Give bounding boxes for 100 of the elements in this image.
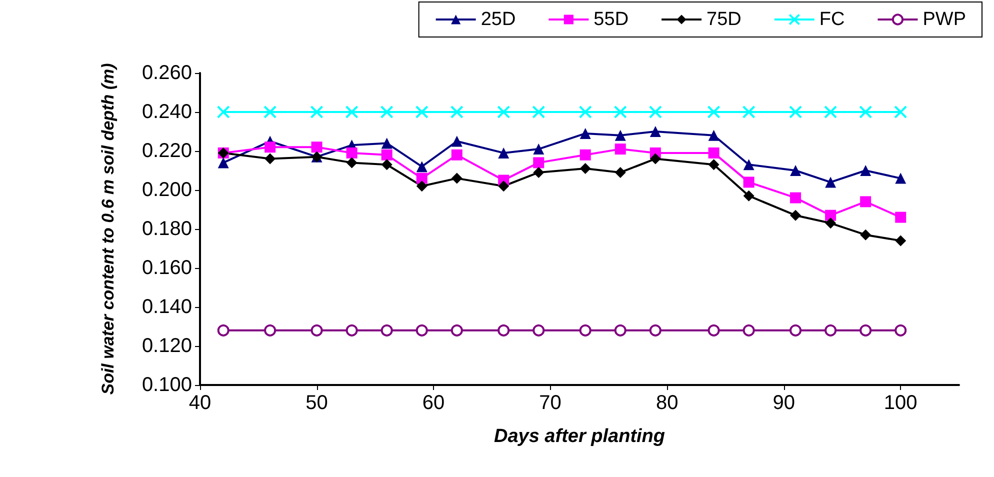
point [264, 142, 276, 153]
point [742, 106, 756, 118]
point [346, 147, 358, 158]
point [860, 229, 872, 240]
point [650, 153, 661, 164]
x-tick-label: 60 [422, 392, 445, 414]
y-tick-label: 0.120 [142, 335, 192, 357]
point [380, 106, 394, 118]
point [416, 161, 428, 172]
point [790, 324, 802, 336]
point [310, 106, 324, 118]
point [824, 324, 837, 336]
y-tick-label: 0.180 [142, 218, 192, 240]
y-tick-label: 0.140 [142, 296, 192, 318]
point [533, 157, 544, 168]
point [790, 192, 802, 204]
point [346, 157, 358, 168]
point [859, 106, 872, 118]
point [743, 159, 754, 170]
point [416, 180, 428, 192]
point [708, 130, 720, 141]
point [580, 163, 591, 174]
point [451, 149, 462, 160]
point [614, 106, 627, 118]
point [415, 106, 428, 118]
legend-label: 75D [706, 9, 742, 30]
point [708, 159, 720, 170]
point [381, 149, 392, 160]
point [649, 324, 662, 336]
point [614, 130, 626, 141]
point [614, 324, 626, 336]
point [264, 153, 276, 164]
point [533, 166, 544, 178]
point [345, 106, 358, 118]
point [614, 166, 626, 178]
point [825, 210, 836, 221]
point [894, 106, 908, 118]
y-tick-label: 0.260 [142, 62, 192, 84]
point [264, 324, 276, 336]
y-tick-label: 0.160 [142, 257, 192, 279]
point [860, 165, 872, 176]
point [533, 144, 544, 155]
point [894, 324, 907, 336]
point [825, 218, 836, 229]
x-tick-label: 100 [884, 392, 918, 414]
point [895, 172, 906, 184]
point [789, 106, 802, 118]
point [580, 149, 591, 160]
point [580, 128, 591, 139]
point [216, 106, 230, 118]
point [743, 176, 754, 188]
point [498, 324, 510, 336]
x-tick-label: 90 [772, 392, 795, 414]
legend-label: PWP [922, 9, 966, 30]
point [743, 190, 754, 202]
point [451, 172, 462, 184]
y-tick-label: 0.220 [142, 140, 192, 162]
point [790, 210, 802, 221]
legend-label: FC [819, 9, 845, 30]
point [790, 165, 802, 176]
y-tick-label: 0.240 [142, 101, 192, 123]
point [380, 324, 393, 336]
point [381, 159, 392, 170]
point [648, 106, 662, 118]
point [860, 196, 872, 208]
point [450, 324, 463, 336]
point [579, 324, 592, 336]
point [311, 142, 322, 153]
y-tick-label: 0.200 [142, 179, 192, 201]
point [614, 144, 626, 155]
point [895, 212, 906, 223]
point [708, 324, 720, 336]
point [498, 147, 510, 158]
point [346, 324, 358, 336]
x-tick-label: 80 [656, 392, 678, 414]
legend-label: 55D [594, 9, 629, 30]
point [381, 138, 392, 149]
point [217, 324, 230, 336]
point [708, 147, 720, 158]
point [825, 176, 836, 188]
point [416, 324, 428, 336]
point [451, 136, 462, 147]
y-axis-title: Soil water content to 0.6 m soil depth (m) [98, 62, 118, 395]
point [218, 157, 229, 168]
x-axis-title: Days after planting [494, 426, 666, 447]
point [707, 106, 720, 118]
point [742, 324, 755, 336]
point [497, 106, 510, 118]
point [578, 106, 592, 118]
point [824, 106, 838, 118]
point [650, 126, 661, 137]
x-tick-label: 50 [306, 392, 328, 414]
x-tick-label: 70 [539, 392, 562, 414]
point [498, 180, 510, 192]
point [860, 324, 872, 336]
point [532, 106, 546, 118]
point [450, 106, 464, 118]
point [895, 235, 906, 246]
point [310, 324, 323, 336]
point [532, 324, 545, 336]
